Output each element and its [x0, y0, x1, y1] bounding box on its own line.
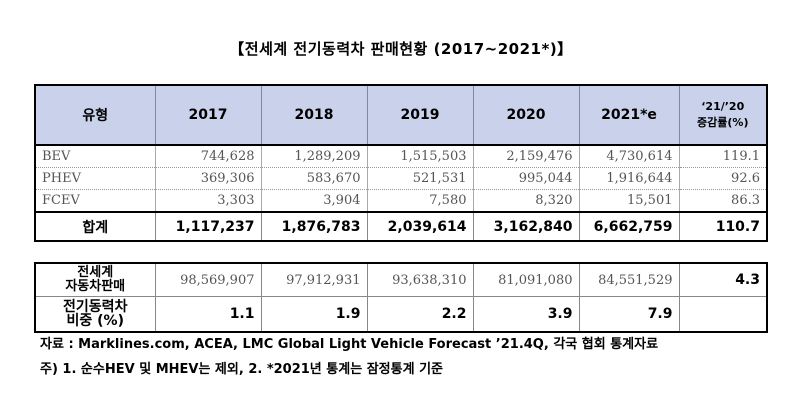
table-row-ev-share: 전기동력차 비중 (%) 1.1 1.9 2.2 3.9 7.9: [34, 296, 768, 333]
cell-value: 97,912,931: [260, 262, 368, 297]
cell-value: 583,670: [260, 167, 368, 190]
total-value: 1,117,237: [154, 211, 262, 242]
cell-value: 3.9: [472, 296, 580, 333]
cell-value: 15,501: [578, 189, 680, 213]
cell-change: [678, 296, 768, 333]
table-row-world-sales: 전세계 자동차판매 98,569,907 97,912,931 93,638,3…: [34, 262, 768, 297]
table-row-phev: PHEV 369,306 583,670 521,531 995,044 1,9…: [34, 167, 768, 190]
cell-change: 119.1: [678, 145, 768, 168]
total-value: 6,662,759: [578, 211, 680, 242]
total-value: 3,162,840: [472, 211, 580, 242]
row-label: FCEV: [34, 189, 156, 213]
source-note: 자료 : Marklines.com, ACEA, LMC Global Lig…: [40, 337, 659, 352]
cell-change: 86.3: [678, 189, 768, 213]
header-year: 2020: [472, 84, 580, 146]
header-year: 2018: [260, 84, 368, 146]
row-label-line1: 전기동력차: [63, 299, 128, 315]
header-change: ‘21/’20 증감률(%): [678, 84, 768, 146]
row-label: PHEV: [34, 167, 156, 190]
cell-value: 995,044: [472, 167, 580, 190]
cell-value: 84,551,529: [578, 262, 680, 297]
total-value: 1,876,783: [260, 211, 368, 242]
cell-value: 98,569,907: [154, 262, 262, 297]
cell-value: 1,916,644: [578, 167, 680, 190]
row-label-line2: 자동차판매: [65, 279, 126, 294]
cell-value: 3,904: [260, 189, 368, 213]
table-row-bev: BEV 744,628 1,289,209 1,515,503 2,159,47…: [34, 145, 768, 168]
table-row-fcev: FCEV 3,303 3,904 7,580 8,320 15,501 86.3: [34, 189, 768, 213]
cell-value: 8,320: [472, 189, 580, 213]
cell-value: 7.9: [578, 296, 680, 333]
header-change-line1: ‘21/’20: [701, 100, 745, 113]
total-label: 합계: [34, 211, 156, 242]
cell-value: 1,515,503: [366, 145, 474, 168]
row-label-line2: 비중 (%): [66, 313, 124, 329]
row-label: 전세계 자동차판매: [34, 262, 156, 297]
share-table: 전세계 자동차판매 98,569,907 97,912,931 93,638,3…: [34, 262, 768, 333]
ev-sales-table: 유형 2017 2018 2019 2020 2021*e ‘21/’20 증감…: [34, 84, 768, 242]
header-year: 2017: [154, 84, 262, 146]
cell-value: 4,730,614: [578, 145, 680, 168]
cell-change: 92.6: [678, 167, 768, 190]
total-change: 110.7: [678, 211, 768, 242]
header-row: 유형 2017 2018 2019 2020 2021*e ‘21/’20 증감…: [34, 84, 768, 146]
cell-change: 4.3: [678, 262, 768, 297]
cell-value: 7,580: [366, 189, 474, 213]
cell-value: 521,531: [366, 167, 474, 190]
cell-value: 2,159,476: [472, 145, 580, 168]
cell-value: 81,091,080: [472, 262, 580, 297]
header-year: 2019: [366, 84, 474, 146]
cell-value: 1.9: [260, 296, 368, 333]
cell-value: 1.1: [154, 296, 262, 333]
footnote: 주) 1. 순수HEV 및 MHEV는 제외, 2. *2021년 통계는 잠정…: [40, 362, 443, 377]
header-change-line2: 증감률(%): [697, 116, 749, 129]
cell-value: 93,638,310: [366, 262, 474, 297]
total-value: 2,039,614: [366, 211, 474, 242]
header-year: 2021*e: [578, 84, 680, 146]
cell-value: 2.2: [366, 296, 474, 333]
cell-value: 369,306: [154, 167, 262, 190]
cell-value: 1,289,209: [260, 145, 368, 168]
table-title: 【전세계 전기동력차 판매현황 (2017~2021*)】: [229, 40, 573, 58]
header-type: 유형: [34, 84, 156, 146]
cell-value: 744,628: [154, 145, 262, 168]
table-row-total: 합계 1,117,237 1,876,783 2,039,614 3,162,8…: [34, 211, 768, 242]
row-label: BEV: [34, 145, 156, 168]
row-label-line1: 전세계: [77, 265, 114, 280]
row-label: 전기동력차 비중 (%): [34, 296, 156, 333]
cell-value: 3,303: [154, 189, 262, 213]
